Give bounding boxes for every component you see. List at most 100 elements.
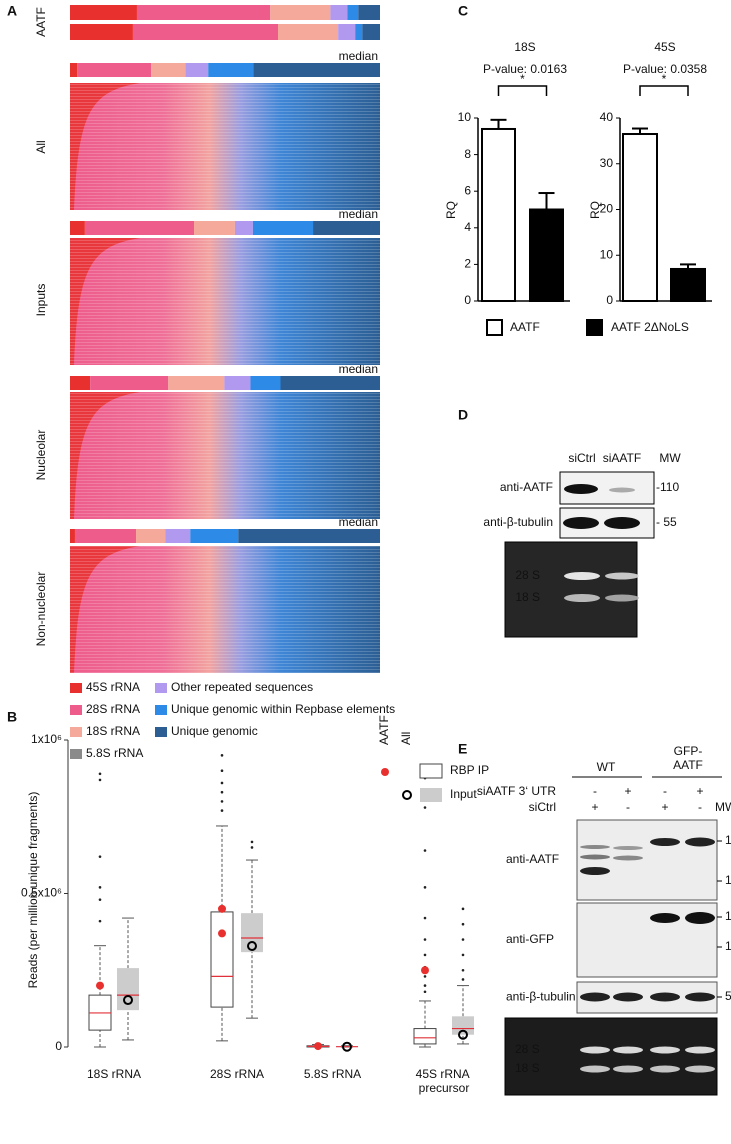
composition-segment: [165, 529, 191, 543]
composition-segment: [253, 63, 380, 77]
outlier: [461, 907, 465, 911]
gel-band: [685, 1046, 715, 1054]
composition-segment: [278, 24, 339, 40]
legend-label: 45S rRNA: [86, 680, 140, 694]
group-label: Non-nucleolar: [34, 572, 48, 647]
p-value: P-value: 0.0358: [623, 62, 707, 76]
condition-sign: +: [661, 800, 668, 814]
gel-band: [613, 1065, 643, 1073]
outlier: [423, 886, 427, 889]
y-tick-label: 0: [464, 293, 471, 307]
marker: [421, 966, 429, 975]
composition-segment: [168, 376, 225, 390]
outlier: [423, 984, 427, 987]
marker: [458, 1029, 468, 1040]
legend-swatch: [155, 727, 167, 737]
gel-band-label: 28 S: [515, 568, 540, 582]
legend-label: Input: [450, 787, 477, 801]
composition-segment: [77, 63, 152, 77]
legend-label: Unique genomic within Repbase elements: [171, 702, 395, 716]
band: [650, 992, 680, 1002]
antibody-label: anti-AATF: [500, 480, 553, 494]
composition-segment: [194, 221, 235, 235]
gel: [504, 1017, 718, 1096]
composition-segment: [362, 24, 380, 40]
band: [613, 992, 643, 1002]
outlier: [423, 953, 427, 957]
gel-band: [613, 1046, 643, 1054]
legend-label: Unique genomic: [171, 724, 258, 738]
antibody-label: anti-AATF: [506, 852, 559, 866]
legend-label: RBP IP: [450, 763, 489, 777]
heatmap-rows: [70, 392, 380, 519]
composition-segment: [252, 221, 314, 235]
y-tick-label: 0.5x10⁶: [21, 886, 62, 900]
composition-segment: [84, 221, 194, 235]
legend-swatch: [486, 319, 503, 336]
outlier: [98, 886, 102, 889]
y-tick-label: 10: [600, 247, 614, 261]
lane-label: siAATF: [603, 451, 641, 465]
box: [413, 1028, 437, 1045]
outlier: [250, 846, 254, 849]
mw-label: 130: [725, 909, 731, 923]
composition-segment: [238, 529, 380, 543]
outlier: [220, 769, 224, 772]
panel-label: D: [458, 407, 468, 423]
legend-swatch: [70, 705, 82, 715]
box: [452, 1016, 474, 1035]
outlier: [423, 849, 427, 852]
legend-label: 5.8S rRNA: [86, 746, 143, 760]
composition-segment: [313, 221, 380, 235]
legend-marker: [381, 768, 389, 776]
significance: *: [520, 72, 525, 86]
composition-segment: [208, 63, 254, 77]
legend-column-label: All: [399, 732, 413, 745]
bar: [481, 127, 516, 302]
outlier: [423, 990, 427, 994]
condition-sign: -: [626, 800, 630, 814]
y-tick-label: 40: [600, 110, 614, 124]
group-label: WT: [597, 760, 616, 774]
mw-label: - 55: [656, 515, 677, 529]
band: [685, 837, 715, 847]
outlier: [98, 778, 102, 782]
composition-segment: [190, 529, 239, 543]
legend-swatch: [70, 683, 82, 693]
composition-segment: [136, 5, 271, 20]
outlier: [98, 898, 102, 901]
band: [609, 487, 635, 493]
composition-segment: [70, 529, 75, 543]
gel-band: [580, 1065, 610, 1073]
band: [580, 854, 610, 860]
outlier: [461, 922, 465, 926]
outlier: [461, 978, 465, 981]
composition-segment: [132, 24, 279, 40]
chart-title: 18S: [514, 40, 535, 54]
band: [650, 913, 680, 923]
composition-segment: [358, 5, 380, 20]
composition-segment: [151, 63, 186, 77]
median-label: median: [339, 49, 378, 63]
heatmap-rows: [70, 83, 380, 210]
condition-sign: -: [593, 784, 597, 798]
composition-segment: [185, 63, 209, 77]
outlier: [220, 800, 224, 803]
outlier: [423, 916, 427, 920]
antibody-label: anti-β-tubulin: [506, 990, 576, 1004]
marker: [218, 904, 226, 913]
legend-swatch: [155, 683, 167, 693]
outlier: [220, 754, 224, 757]
outlier: [461, 953, 465, 957]
marker: [96, 981, 104, 990]
composition-segment: [355, 24, 363, 40]
composition-segment: [234, 221, 253, 235]
legend-label: AATF: [510, 320, 540, 334]
significance-bracket: [497, 85, 548, 96]
condition-sign: +: [696, 784, 703, 798]
antibody-label: anti-GFP: [506, 932, 554, 946]
panel-label: A: [7, 3, 17, 19]
band: [580, 867, 610, 875]
outlier: [220, 809, 224, 812]
